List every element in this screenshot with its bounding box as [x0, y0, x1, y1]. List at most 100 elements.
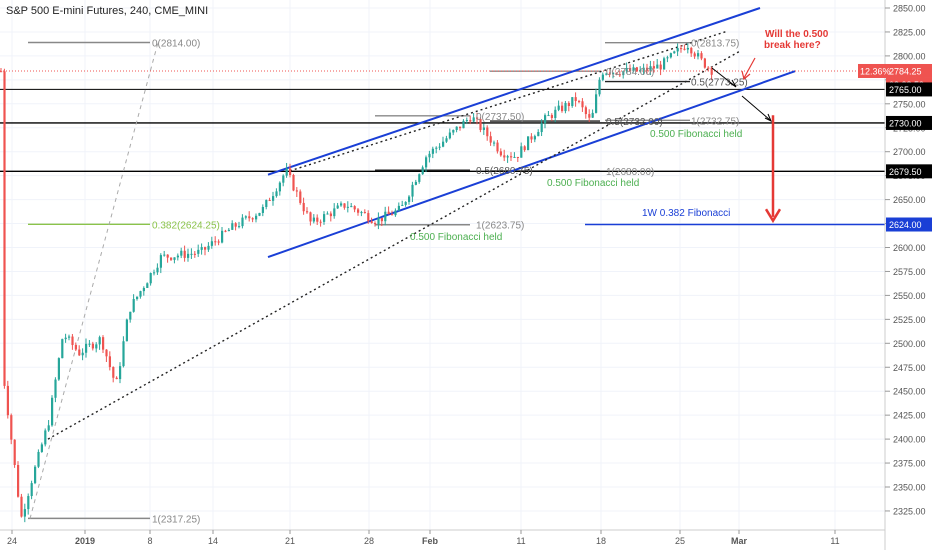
price-tag-label: 2679.50 [889, 167, 922, 177]
candle-body [666, 57, 669, 59]
time-axis[interactable]: 24 2019 8 14 21 28 Feb 11 18 25 Mar 11 [7, 530, 840, 546]
candle [459, 126, 462, 131]
time-tick-label: 11 [830, 536, 839, 546]
candle [85, 338, 88, 358]
candle [472, 112, 475, 123]
candle-body [17, 464, 20, 497]
candle-body [384, 211, 387, 222]
candle-body [57, 358, 60, 380]
channel-line [267, 7, 761, 176]
price-tag: 2730.00 [886, 115, 932, 130]
candle [234, 222, 237, 231]
candle [295, 187, 298, 198]
candle [516, 156, 519, 162]
candle-body [622, 71, 625, 76]
candle-body [193, 253, 196, 255]
candle-body [353, 206, 356, 210]
candle [601, 72, 604, 82]
candle-body [319, 221, 322, 223]
candle-body [656, 64, 659, 69]
candle-body [455, 126, 458, 130]
candle-body [649, 66, 652, 71]
candle [333, 203, 336, 219]
candle-body [425, 157, 428, 168]
candle-body [238, 226, 241, 228]
fib-label: 0.5(2773.25) [691, 78, 748, 89]
candle [703, 57, 706, 69]
price-tag-bg [886, 115, 932, 130]
candle-body [506, 156, 509, 158]
candle [391, 210, 394, 216]
candle [680, 45, 683, 53]
candle-body [472, 117, 475, 122]
candle-body [479, 118, 482, 130]
candle [30, 480, 33, 500]
candle-body [632, 67, 635, 72]
candle-body [306, 211, 309, 213]
fib-label: 1(2680.00) [606, 167, 654, 178]
candle [238, 221, 241, 229]
price-axis[interactable]: 2325.00 2350.00 2375.00 2400.00 2425.00 2450.… [885, 4, 926, 517]
candle [265, 199, 268, 210]
candle [319, 219, 322, 227]
candle [34, 465, 37, 485]
candle [282, 174, 285, 187]
fib-label: 0.5(2680.75) [476, 166, 533, 177]
candle [384, 206, 387, 226]
candle [241, 214, 244, 229]
plot-area[interactable] [0, 0, 885, 530]
candle [482, 123, 485, 135]
time-tick-label: 8 [147, 536, 152, 546]
candle-body [625, 67, 628, 72]
candle [622, 70, 625, 79]
fib-label: 0(2737.50) [476, 112, 524, 123]
candle [44, 428, 47, 447]
candle [306, 207, 309, 214]
candle [710, 66, 713, 81]
candle [493, 140, 496, 147]
candle-body [302, 202, 305, 212]
price-tick-label: 2825.00 [893, 27, 926, 37]
candle [190, 248, 193, 259]
candle [533, 134, 536, 143]
candle [227, 228, 230, 232]
price-tag: 2765.00 [886, 82, 932, 97]
candle [217, 239, 220, 246]
candle [105, 349, 108, 363]
candle-body [221, 230, 224, 243]
candle [632, 64, 635, 73]
candle-body [482, 127, 485, 130]
candle [520, 142, 523, 158]
candle-body [13, 439, 16, 465]
candle-body [418, 174, 421, 182]
candle-body [166, 254, 169, 258]
time-tick-label: 24 [7, 536, 17, 546]
candle-body [183, 250, 186, 258]
candle [275, 188, 278, 198]
candle-body [693, 53, 696, 57]
candle [112, 366, 115, 383]
candle [98, 335, 101, 350]
candle-body [255, 215, 258, 220]
candle-body [187, 253, 190, 258]
candle-body [394, 210, 397, 216]
candle-body [380, 217, 383, 222]
trendlines [29, 7, 796, 519]
candle-body [170, 257, 173, 260]
candle-body [122, 341, 125, 367]
candle-body [78, 349, 81, 356]
candle [272, 191, 275, 206]
candle-body [326, 213, 329, 215]
candle [40, 442, 43, 453]
candle-body [680, 48, 683, 50]
candle-body [159, 255, 162, 268]
candle-body [499, 151, 502, 156]
candle-body [200, 247, 203, 250]
candle [47, 420, 50, 432]
candle [642, 63, 645, 75]
candle-body [493, 142, 496, 144]
price-tick-label: 2550.00 [893, 291, 926, 301]
candle-body [350, 206, 353, 208]
candle [163, 250, 166, 257]
